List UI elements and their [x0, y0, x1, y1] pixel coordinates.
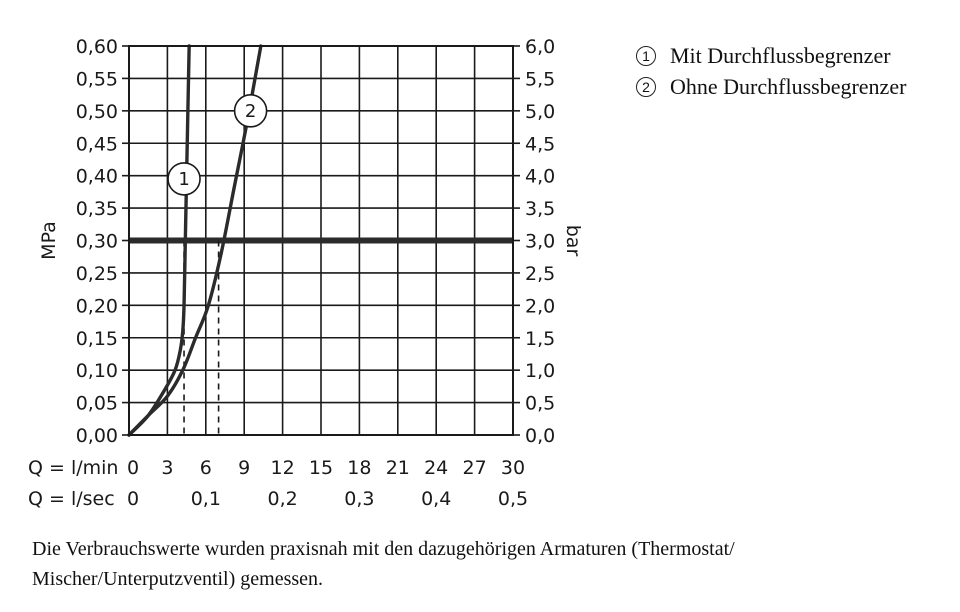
y-right-tick-label: 3,0	[525, 231, 555, 253]
y-right-tick-label: 1,0	[525, 360, 555, 382]
series-marker-circle-2	[233, 94, 268, 128]
x-tick-label: 9	[238, 457, 250, 479]
y-left-tick-label: 0,30	[76, 231, 118, 253]
x-axis-label: Q = l/sec	[28, 488, 115, 510]
y-left-tick-label: 0,15	[76, 328, 118, 350]
series-markers: 12	[167, 94, 268, 196]
x-tick-label: 15	[309, 457, 333, 479]
y-left-tick-label: 0,40	[76, 166, 118, 188]
y-left-tick-label: 0,45	[76, 133, 118, 155]
y-left-tick-label: 0,55	[76, 68, 118, 90]
y-right-tick-label: 5,5	[525, 68, 555, 90]
legend: 1 Mit Durchflussbegrenzer 2 Ohne Durchfl…	[636, 40, 950, 102]
y-left-tick-label: 0,05	[76, 393, 118, 415]
x-tick-label: 0,5	[498, 488, 528, 510]
y-left-tick-label: 0,50	[76, 101, 118, 123]
y-left-tick-label: 0,25	[76, 263, 118, 285]
x-tick-label: 0	[127, 488, 139, 510]
y-right-tick-label: 5,0	[525, 101, 555, 123]
series-marker-circle-1	[167, 162, 201, 196]
x-tick-label: 0,1	[191, 488, 221, 510]
x-tick-label: 0,3	[344, 488, 374, 510]
x-tick-label: 27	[463, 457, 487, 479]
y-right-tick-label: 3,5	[525, 198, 555, 220]
y-right-tick-label: 6,0	[525, 36, 555, 58]
x-tick-label: 3	[161, 457, 173, 479]
x-axis-label: Q = l/min	[28, 457, 118, 479]
legend-item-2: 2 Ohne Durchflussbegrenzer	[636, 71, 950, 102]
y-left-axis-label: MPa	[38, 221, 60, 260]
y-right-tick-label: 4,5	[525, 133, 555, 155]
x-tick-label: 12	[271, 457, 295, 479]
legend-number-1: 1	[636, 46, 656, 66]
series-marker-label-2: 2	[245, 101, 256, 122]
plot-border	[128, 45, 514, 436]
y-left-tick-label: 0,10	[76, 360, 118, 382]
y-right-tick-label: 2,5	[525, 263, 555, 285]
x-tick-label: 6	[200, 457, 212, 479]
legend-number-2: 2	[636, 77, 656, 97]
series-layer	[127, 44, 263, 437]
y-right-tick-label: 2,0	[525, 295, 555, 317]
x-tick-label: 0,2	[267, 488, 297, 510]
legend-item-1: 1 Mit Durchflussbegrenzer	[636, 40, 950, 71]
caption-text: Die Verbrauchswerte wurden praxisnah mit…	[32, 538, 735, 590]
x-tick-label: 21	[386, 457, 410, 479]
legend-label-2: Ohne Durchflussbegrenzer	[670, 74, 907, 99]
x-tick-label: 18	[347, 457, 371, 479]
y-left-tick-label: 0,20	[76, 295, 118, 317]
y-left-tick-label: 0,35	[76, 198, 118, 220]
x-tick-label: 24	[424, 457, 448, 479]
y-right-tick-label: 4,0	[525, 166, 555, 188]
x-tick-label: 0	[127, 457, 139, 479]
axes: 0,00 0,00,05 0,50,10 1,00,15 1,50,20 2,00,25 2…	[28, 36, 584, 510]
y-left-tick-label: 0,60	[76, 36, 118, 58]
y-right-tick-label: 0,0	[525, 425, 555, 447]
legend-label-1: Mit Durchflussbegrenzer	[670, 43, 891, 68]
reference-line-layer	[129, 237, 513, 435]
y-right-tick-label: 0,5	[525, 393, 555, 415]
series-marker-label-1: 1	[178, 169, 189, 190]
x-tick-label: 30	[501, 457, 525, 479]
series-line-1	[127, 44, 191, 437]
pressure-flow-chart: 0,00 0,00,05 0,50,10 1,00,15 1,50,20 2,00,25 2…	[28, 36, 584, 510]
x-tick-label: 0,4	[421, 488, 451, 510]
y-left-tick-label: 0,00	[76, 425, 118, 447]
y-right-tick-label: 1,5	[525, 328, 555, 350]
y-right-axis-label: bar	[562, 225, 584, 257]
series-line-2	[127, 44, 263, 437]
